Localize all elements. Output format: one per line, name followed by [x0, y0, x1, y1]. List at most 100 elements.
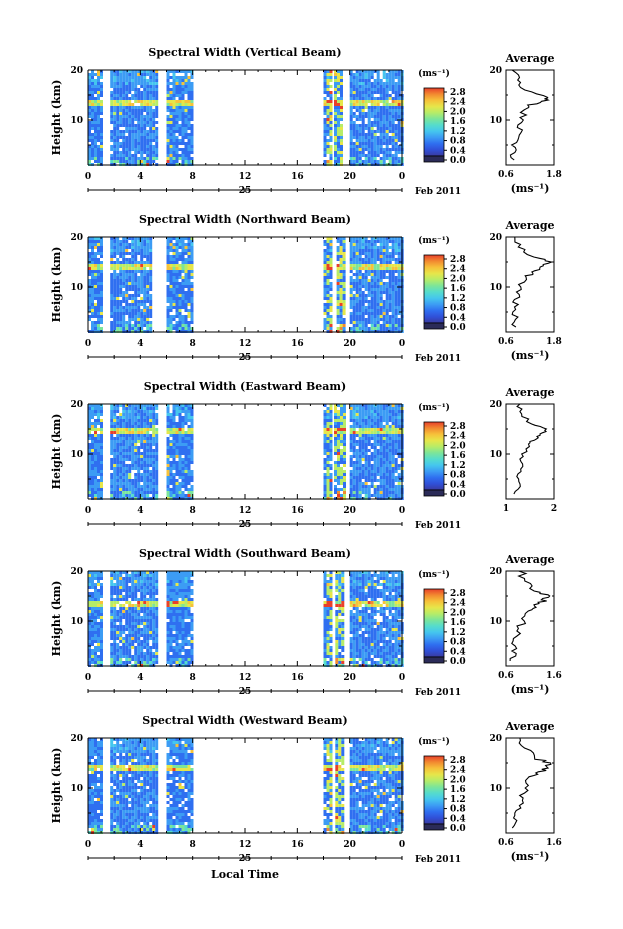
heatmap-cell — [323, 297, 327, 300]
heatmap-cell — [187, 312, 191, 315]
heatmap-cell — [169, 130, 173, 133]
heatmap-cell — [178, 485, 182, 488]
heatmap-cell — [175, 488, 179, 491]
heatmap-cell — [339, 264, 343, 267]
heatmap-cell — [94, 422, 97, 425]
heatmap-cell — [119, 85, 123, 88]
heatmap-cell — [134, 243, 138, 246]
heatmap-cell — [166, 130, 170, 133]
heatmap-cell — [94, 488, 97, 491]
heatmap-cell — [342, 276, 346, 279]
heatmap-cell — [125, 121, 129, 124]
heatmap-cell — [146, 112, 150, 115]
heatmap-cell — [355, 139, 359, 142]
heatmap-cell — [373, 279, 377, 282]
heatmap-cell — [373, 100, 377, 103]
heatmap-cell — [388, 297, 392, 300]
heatmap-cell — [125, 142, 129, 145]
heatmap-cell — [364, 458, 368, 461]
heatmap-cell — [166, 79, 170, 82]
heatmap-cell — [181, 422, 185, 425]
heatmap-cell — [367, 100, 371, 103]
heatmap-cell — [187, 70, 191, 73]
heatmap-cell — [349, 130, 353, 133]
heatmap-cell — [352, 106, 356, 109]
heatmap-cell — [166, 321, 170, 324]
heatmap-cell — [337, 494, 340, 497]
heatmap-cell — [190, 485, 194, 488]
heatmap-cell — [342, 243, 346, 246]
heatmap-cell — [397, 249, 401, 252]
heatmap-cell — [388, 109, 392, 112]
heatmap-cell — [184, 279, 188, 282]
heatmap-cell — [355, 94, 359, 97]
heatmap-cell — [113, 130, 117, 133]
heatmap-cell — [140, 479, 144, 482]
heatmap-cell — [339, 240, 343, 243]
heatmap-cell — [134, 455, 138, 458]
heatmap-cell — [187, 151, 191, 154]
heatmap-cell — [116, 449, 120, 452]
heatmap-cell — [364, 309, 368, 312]
heatmap-cell — [364, 85, 368, 88]
heatmap-cell — [361, 139, 365, 142]
heatmap-cell — [334, 419, 337, 422]
heatmap-cell — [110, 303, 114, 306]
heatmap-cell — [100, 437, 103, 440]
heatmap-cell — [169, 261, 173, 264]
heatmap-cell — [88, 297, 91, 300]
heatmap-cell — [382, 494, 386, 497]
heatmap-cell — [140, 491, 144, 494]
heatmap-cell — [364, 252, 368, 255]
heatmap-cell — [97, 443, 100, 446]
heatmap-cell — [397, 106, 401, 109]
heatmap-cell — [361, 476, 365, 479]
heatmap-cell — [97, 413, 100, 416]
heatmap-cell — [361, 425, 365, 428]
heatmap-cell — [178, 148, 182, 151]
heatmap-cell — [122, 249, 126, 252]
heatmap-cell — [166, 88, 170, 91]
heatmap-cell — [364, 139, 368, 142]
heatmap-cell — [184, 437, 188, 440]
heatmap-cell — [149, 249, 153, 252]
heatmap-cell — [382, 413, 386, 416]
heatmap-cell — [152, 413, 156, 416]
heatmap-cell — [152, 464, 156, 467]
heatmap-cell — [326, 306, 330, 309]
heatmap-cell — [119, 324, 123, 327]
heatmap-cell — [97, 79, 100, 82]
heatmap-cell — [122, 312, 126, 315]
heatmap-cell — [143, 482, 147, 485]
heatmap-cell — [373, 291, 377, 294]
heatmap-cell — [113, 440, 117, 443]
heatmap-cell — [190, 70, 194, 73]
heatmap-cell — [323, 261, 327, 264]
heatmap-cell — [131, 288, 135, 291]
heatmap-cell — [119, 434, 123, 437]
heatmap-cell — [391, 491, 395, 494]
heatmap-cell — [181, 279, 185, 282]
heatmap-cell — [119, 446, 123, 449]
heatmap — [88, 237, 404, 333]
heatmap-cell — [134, 267, 138, 270]
heatmap-cell — [326, 124, 330, 127]
average-x-label: (ms⁻¹) — [511, 349, 550, 362]
heatmap-cell — [373, 148, 377, 151]
heatmap-cell — [149, 130, 153, 133]
heatmap-cell — [91, 100, 94, 103]
heatmap-cell — [352, 160, 356, 163]
heatmap-cell — [385, 145, 389, 148]
heatmap-cell — [190, 130, 194, 133]
heatmap-cell — [128, 407, 132, 410]
heatmap-cell — [94, 467, 97, 470]
heatmap-cell — [88, 273, 91, 276]
heatmap-cell — [140, 461, 144, 464]
heatmap-cell — [364, 488, 368, 491]
heatmap-cell — [358, 491, 362, 494]
heatmap-cell — [391, 91, 395, 94]
heatmap-cell — [155, 103, 159, 106]
heatmap-cell — [358, 151, 362, 154]
heatmap-cell — [326, 437, 330, 440]
heatmap-cell — [340, 79, 343, 82]
